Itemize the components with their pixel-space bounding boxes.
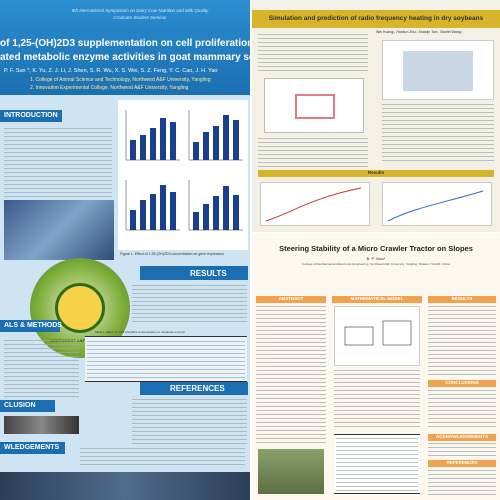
bar bbox=[130, 210, 136, 230]
affiliation: 1. College of Animal Science and Technol… bbox=[30, 77, 211, 83]
text-block bbox=[256, 306, 326, 446]
bar bbox=[160, 185, 166, 230]
text-block bbox=[132, 285, 247, 325]
diagram bbox=[334, 306, 420, 366]
bar bbox=[233, 195, 239, 230]
section-header: RESULTS bbox=[428, 296, 496, 303]
photo-content bbox=[403, 51, 473, 91]
section-header: Results bbox=[258, 170, 494, 177]
section-header: CLUSION bbox=[0, 400, 55, 412]
table bbox=[334, 434, 420, 494]
section-header: ABSTRACT bbox=[256, 296, 326, 303]
table-caption: Table 1. Effect of 1,25-(OH)2D3 concentr… bbox=[95, 330, 185, 334]
text-block bbox=[382, 104, 494, 164]
author: B. P. Xiao* bbox=[366, 256, 386, 261]
poster-top-right: Simulation and prediction of radio frequ… bbox=[252, 0, 500, 232]
diagram-svg bbox=[344, 320, 412, 346]
text-block bbox=[4, 128, 112, 198]
bar bbox=[213, 196, 219, 230]
curve-path bbox=[387, 190, 484, 222]
section-header: ALS & METHODS bbox=[0, 320, 62, 332]
affiliation: College of Mechanical and Electronic Eng… bbox=[302, 262, 450, 266]
bar bbox=[170, 122, 176, 160]
figure-caption: Figure 1. Effect of 1,25-(OH)2D3 concent… bbox=[120, 252, 225, 256]
diagram-box bbox=[295, 94, 335, 119]
curve bbox=[387, 190, 484, 222]
table-rows bbox=[336, 438, 418, 492]
diagram-shape bbox=[382, 320, 412, 346]
section-header: RESULTS bbox=[140, 266, 248, 280]
axes bbox=[125, 110, 243, 231]
affiliation: 2. Innovation Experimental College, Nort… bbox=[30, 85, 189, 91]
section-header: ACKNOWLEDGEMENTS bbox=[428, 434, 496, 441]
section-header: CONCLUSIONS bbox=[428, 380, 496, 387]
section-header: INTRODUCTION bbox=[0, 110, 62, 122]
bar bbox=[170, 192, 176, 230]
poster-title: Simulation and prediction of radio frequ… bbox=[252, 10, 500, 28]
bar bbox=[193, 142, 199, 160]
authors: P. F. Sun *, K. Yu, Z. J. Li, J. Shen, S… bbox=[4, 68, 218, 74]
text-block bbox=[428, 443, 496, 457]
table-rows bbox=[87, 341, 245, 381]
text-block bbox=[428, 470, 496, 496]
curve bbox=[265, 187, 362, 222]
bar bbox=[223, 115, 229, 160]
diagram bbox=[264, 78, 364, 133]
text-block bbox=[428, 390, 496, 430]
logo-center bbox=[55, 283, 105, 333]
conference: 8th International Symposium on Dairy Cow… bbox=[71, 8, 209, 13]
bar bbox=[130, 140, 136, 160]
bar-group bbox=[130, 115, 239, 230]
bar bbox=[233, 120, 239, 160]
chart-image bbox=[382, 182, 492, 226]
photo bbox=[382, 40, 494, 100]
bar bbox=[203, 132, 209, 160]
section-header: WLEDGEMENTS bbox=[0, 442, 65, 454]
photo bbox=[258, 449, 324, 494]
title-line: ated metabolic enzyme activities in goat… bbox=[0, 52, 250, 63]
poster-bottom-right: Steering Stability of a Micro Crawler Tr… bbox=[252, 234, 500, 500]
poster-title: Steering Stability of a Micro Crawler Tr… bbox=[279, 244, 473, 253]
title-line: of 1,25-(OH)2D3 supplementation on cell … bbox=[0, 38, 250, 49]
section-header: MATHEMATICAL MODEL bbox=[332, 296, 422, 303]
bar bbox=[223, 186, 229, 230]
footer-strip bbox=[0, 472, 250, 500]
poster-left: 8th International Symposium on Dairy Cow… bbox=[0, 0, 250, 500]
bar bbox=[140, 200, 146, 230]
bar bbox=[213, 126, 219, 160]
diagram-shape bbox=[344, 326, 374, 346]
authors: Wei Huang¹, Hankun Zhu¹, Shaojin Tan¹, X… bbox=[376, 30, 462, 34]
seminar: Graduate Student Seminar bbox=[113, 15, 167, 20]
logo-text: NORTHWEST A&F UNIVERSITY bbox=[49, 338, 111, 343]
text-block bbox=[80, 448, 245, 468]
chart-image bbox=[260, 182, 370, 226]
section-header: REFERENCES bbox=[428, 460, 496, 467]
table bbox=[85, 336, 247, 382]
text-block bbox=[132, 399, 247, 444]
figure bbox=[118, 100, 248, 250]
bar bbox=[160, 118, 166, 160]
photo bbox=[4, 200, 114, 260]
poster-header bbox=[0, 0, 250, 95]
text-block bbox=[4, 340, 79, 400]
text-block bbox=[334, 370, 420, 430]
bar bbox=[193, 212, 199, 230]
bar bbox=[150, 194, 156, 230]
bar bbox=[150, 128, 156, 160]
bar bbox=[140, 135, 146, 160]
text-block bbox=[258, 34, 368, 74]
curve-path bbox=[265, 187, 362, 222]
bar bbox=[203, 204, 209, 230]
section-header: REFERENCES bbox=[140, 382, 248, 395]
photo bbox=[4, 416, 79, 434]
text-block bbox=[428, 306, 496, 376]
